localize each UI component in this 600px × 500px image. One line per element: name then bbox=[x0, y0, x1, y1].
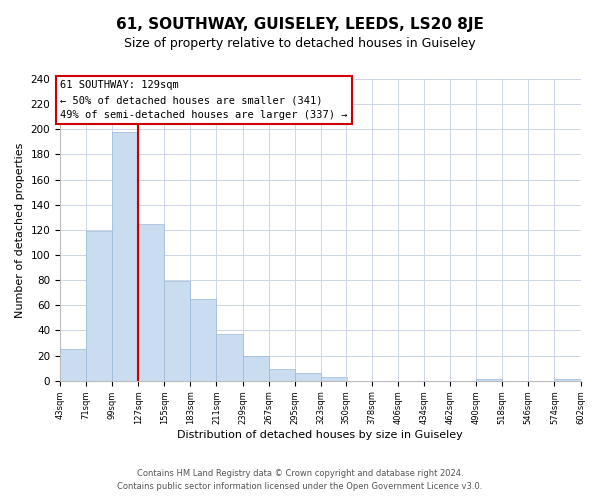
Text: Contains public sector information licensed under the Open Government Licence v3: Contains public sector information licen… bbox=[118, 482, 482, 491]
Bar bbox=[60, 350, 86, 380]
Text: Contains HM Land Registry data © Crown copyright and database right 2024.: Contains HM Land Registry data © Crown c… bbox=[137, 468, 463, 477]
X-axis label: Distribution of detached houses by size in Guiseley: Distribution of detached houses by size … bbox=[178, 430, 463, 440]
Text: 61, SOUTHWAY, GUISELEY, LEEDS, LS20 8JE: 61, SOUTHWAY, GUISELEY, LEEDS, LS20 8JE bbox=[116, 18, 484, 32]
Bar bbox=[138, 224, 164, 380]
Bar bbox=[112, 132, 138, 380]
Bar bbox=[164, 282, 190, 380]
Bar bbox=[190, 299, 217, 380]
Bar bbox=[86, 231, 112, 380]
Bar bbox=[321, 377, 347, 380]
Text: 61 SOUTHWAY: 129sqm
← 50% of detached houses are smaller (341)
49% of semi-detac: 61 SOUTHWAY: 129sqm ← 50% of detached ho… bbox=[60, 80, 347, 120]
Y-axis label: Number of detached properties: Number of detached properties bbox=[15, 142, 25, 318]
Text: Size of property relative to detached houses in Guiseley: Size of property relative to detached ho… bbox=[124, 38, 476, 51]
Bar bbox=[295, 373, 321, 380]
Bar bbox=[242, 356, 269, 380]
Bar bbox=[217, 334, 242, 380]
Bar bbox=[269, 370, 295, 380]
